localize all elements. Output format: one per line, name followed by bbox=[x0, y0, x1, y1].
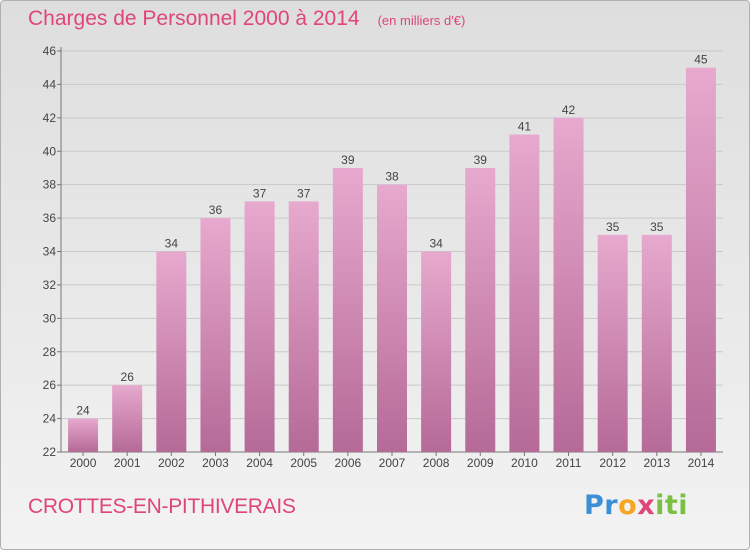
y-tick-label: 24 bbox=[43, 412, 57, 426]
data-label: 37 bbox=[253, 186, 267, 200]
bar bbox=[685, 67, 716, 452]
data-label: 39 bbox=[474, 153, 488, 167]
logo-letter: o bbox=[618, 490, 638, 521]
x-tick-label: 2007 bbox=[379, 456, 406, 470]
bar bbox=[332, 167, 363, 453]
bar bbox=[465, 167, 496, 453]
x-tick-label: 2001 bbox=[114, 456, 141, 470]
x-tick-label: 2011 bbox=[556, 456, 582, 470]
x-tick-label: 2013 bbox=[643, 456, 670, 470]
y-tick-label: 26 bbox=[43, 378, 57, 392]
logo-letter: i bbox=[678, 490, 689, 521]
axis-layer: 22 24 26 28 30 32 34 36 38 40 42 44 46 2000 2001 2002 20… bbox=[43, 44, 723, 470]
data-label: 24 bbox=[76, 404, 90, 418]
bar-layer bbox=[68, 67, 716, 453]
y-tick-label: 32 bbox=[43, 278, 57, 292]
data-label: 36 bbox=[209, 203, 223, 217]
data-label: 35 bbox=[606, 220, 620, 234]
bar bbox=[244, 201, 275, 452]
data-label: 39 bbox=[341, 153, 355, 167]
y-tick-label: 40 bbox=[43, 144, 57, 158]
bar bbox=[421, 251, 452, 452]
y-tick-label: 28 bbox=[43, 345, 57, 359]
x-tick-label: 2010 bbox=[511, 456, 538, 470]
title-text: Charges de Personnel 2000 à 2014 bbox=[28, 7, 360, 30]
data-label: 42 bbox=[562, 103, 576, 117]
bar bbox=[377, 184, 407, 452]
logo-letter: t bbox=[664, 490, 679, 521]
bar bbox=[288, 201, 319, 452]
commune-name: CROTTES-EN-PITHIVERAIS bbox=[28, 495, 296, 518]
y-tick-label: 42 bbox=[43, 111, 57, 125]
bar bbox=[597, 234, 628, 452]
bar bbox=[156, 251, 187, 452]
logo-letter: x bbox=[637, 490, 656, 521]
x-tick-label: 2003 bbox=[202, 456, 229, 470]
x-tick-label: 2012 bbox=[599, 456, 626, 470]
y-tick-label: 22 bbox=[43, 445, 57, 459]
data-label: 26 bbox=[121, 370, 135, 384]
x-tick-label: 2004 bbox=[246, 456, 273, 470]
y-tick-label: 36 bbox=[43, 211, 57, 225]
logo-letter: i bbox=[655, 490, 665, 521]
data-label: 41 bbox=[518, 120, 532, 134]
y-tick-label: 44 bbox=[43, 77, 57, 91]
y-tick-label: 46 bbox=[43, 44, 57, 58]
y-tick-label: 38 bbox=[43, 178, 57, 192]
x-tick-label: 2014 bbox=[688, 456, 715, 470]
data-label: 34 bbox=[429, 237, 443, 251]
bar bbox=[509, 134, 540, 452]
x-tick-label: 2002 bbox=[158, 456, 185, 470]
logo-letter: P bbox=[584, 490, 605, 521]
chart-title: Charges de Personnel 2000 à 2014 (en mill… bbox=[28, 7, 465, 31]
x-tick-label: 2008 bbox=[423, 456, 450, 470]
bar bbox=[200, 218, 231, 452]
bar bbox=[68, 418, 99, 452]
bar bbox=[641, 234, 672, 452]
bar bbox=[553, 117, 584, 452]
chart-subtitle: (en milliers d'€) bbox=[377, 13, 466, 28]
data-label: 38 bbox=[385, 170, 399, 184]
proxiti-logo[interactable]: Proxiti bbox=[584, 490, 688, 521]
x-tick-label: 2009 bbox=[467, 456, 494, 470]
x-tick-label: 2006 bbox=[335, 456, 362, 470]
logo-letter: r bbox=[604, 490, 619, 521]
label-layer: 24 26 34 36 37 37 39 38 34 39 41 42 35 35 45 bbox=[76, 53, 708, 418]
y-tick-label: 30 bbox=[43, 311, 57, 325]
data-label: 37 bbox=[297, 186, 311, 200]
x-tick-label: 2000 bbox=[70, 456, 97, 470]
data-label: 45 bbox=[694, 53, 708, 67]
data-label: 34 bbox=[165, 237, 179, 251]
bar bbox=[112, 385, 143, 452]
x-tick-label: 2005 bbox=[290, 456, 317, 470]
y-tick-label: 34 bbox=[43, 245, 57, 259]
data-label: 35 bbox=[650, 220, 664, 234]
